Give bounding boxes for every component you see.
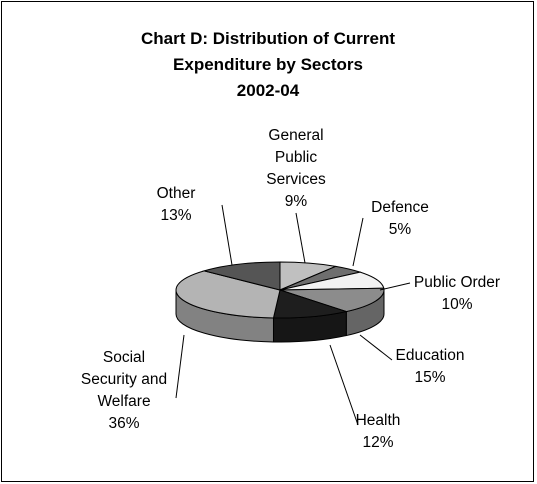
leader-line-social-security-and-welfare xyxy=(175,334,185,399)
chart-title-line: 2002-04 xyxy=(237,81,300,100)
slice-label-health: Health xyxy=(356,412,401,429)
slice-label-general-public-services: General xyxy=(268,127,323,144)
slice-label-social-security-and-welfare: Social xyxy=(103,349,145,366)
slice-label-social-security-and-welfare: Welfare xyxy=(97,393,150,410)
slice-label-education: Education xyxy=(396,347,465,364)
pie-slice-social-security-and-welfare xyxy=(175,270,281,319)
leader-line-general-public-services xyxy=(295,212,306,264)
slice-label-public-order: Public Order xyxy=(414,274,500,291)
slice-label-general-public-services: Services xyxy=(266,171,326,188)
chart-title-line: Expenditure by Sectors xyxy=(173,55,363,74)
chart-title: Chart D: Distribution of Current Expendit… xyxy=(141,29,395,100)
slice-label-social-security-and-welfare: 36% xyxy=(108,415,139,432)
pie-slice-education xyxy=(279,287,385,313)
slice-label-other: Other xyxy=(157,185,196,202)
chart-title-line: Chart D: Distribution of Current xyxy=(141,29,395,48)
slice-label-defence: Defence xyxy=(371,199,429,216)
leader-line-education xyxy=(359,334,393,361)
slice-label-general-public-services: 9% xyxy=(285,193,308,210)
leader-line-defence xyxy=(352,217,364,267)
leader-line-other xyxy=(221,204,233,266)
slice-labels: General Public Services 9% Defence 5% Public O… xyxy=(81,127,500,451)
slice-label-defence: 5% xyxy=(389,221,412,238)
leader-line-public-order xyxy=(379,282,411,291)
slice-label-other: 13% xyxy=(160,207,191,224)
pie-slice-health xyxy=(272,289,349,319)
leader-lines xyxy=(175,204,411,426)
slice-label-health: 12% xyxy=(362,434,393,451)
pie-slices xyxy=(175,261,385,319)
slice-label-education: 15% xyxy=(414,369,445,386)
slice-label-social-security-and-welfare: Security and xyxy=(81,371,167,388)
pie-slice-other xyxy=(202,261,281,291)
leader-line-health xyxy=(329,344,359,426)
slice-label-general-public-services: Public xyxy=(275,149,317,166)
slice-label-public-order: 10% xyxy=(441,296,472,313)
